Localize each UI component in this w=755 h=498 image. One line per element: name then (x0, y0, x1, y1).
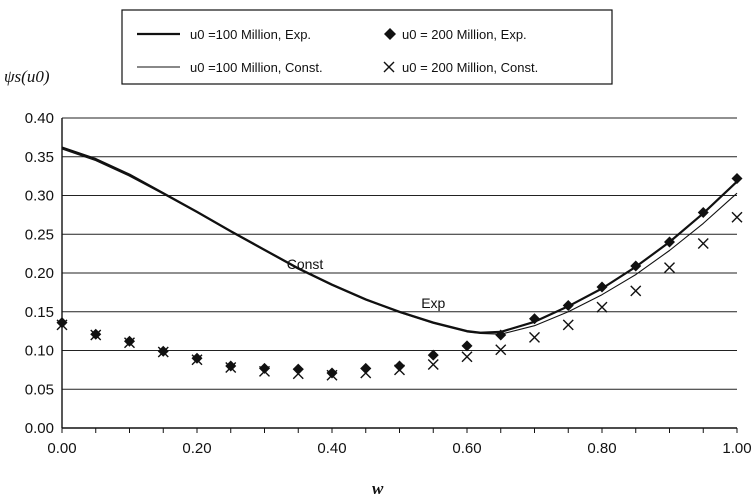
diamond-point (427, 349, 439, 361)
y-tick-label: 0.40 (25, 110, 54, 127)
diamond-point (562, 300, 574, 312)
y-tick-label: 0.25 (25, 226, 54, 243)
y-tick-label: 0.20 (25, 265, 54, 282)
diamond-point (225, 360, 237, 372)
x-point (630, 285, 642, 297)
x-tick-label: 1.00 (722, 440, 751, 457)
legend-label-const-200: u0 = 200 Million, Const. (402, 60, 538, 75)
legend-label-exp-100: u0 =100 Million, Exp. (190, 27, 311, 42)
x-point (292, 368, 304, 380)
x-point (596, 301, 608, 313)
y-tick-label: 0.30 (25, 188, 54, 205)
diamond-point (124, 335, 135, 347)
annotation-label: Exp (421, 295, 445, 311)
x-tick-label: 0.20 (182, 440, 211, 457)
x-point (326, 369, 338, 381)
legend: u0 =100 Million, Exp. u0 =100 Million, C… (121, 9, 613, 85)
x-point (495, 344, 507, 356)
x-tick-label: 0.00 (47, 440, 76, 457)
legend-diamond-marker (384, 28, 396, 40)
x-point (56, 319, 68, 331)
y-tick-label: 0.10 (25, 343, 54, 360)
x-point (562, 319, 574, 331)
diamond-point (529, 313, 540, 325)
x-point (157, 346, 169, 358)
diamond-point (326, 367, 338, 379)
x-point (697, 238, 709, 250)
x-point (191, 354, 203, 366)
x-tick-label: 0.80 (587, 440, 616, 457)
diamond-point (191, 352, 203, 364)
x-tick-label: 0.60 (452, 440, 481, 457)
diamond-point (630, 260, 642, 272)
x-point (225, 362, 237, 374)
legend-label-const-100: u0 =100 Million, Const. (190, 60, 323, 75)
x-point (664, 262, 675, 274)
diamond-point (697, 207, 709, 219)
x-point (394, 364, 405, 376)
x-point (731, 211, 743, 223)
diamond-point (596, 281, 608, 293)
x-point (427, 358, 439, 370)
series-line-1 (61, 148, 738, 335)
x-point (529, 331, 540, 343)
y-axis-label: ψs(u0) (4, 67, 50, 86)
x-point (124, 337, 135, 349)
plot-area: 0.00 0.05 0.10 0.15 0.20 0.25 0.30 0.35 0.40 0.00… (25, 110, 752, 457)
legend-label-exp-200: u0 = 200 Million, Exp. (402, 27, 527, 42)
diamond-point (461, 340, 473, 352)
diamond-point (259, 362, 270, 374)
x-point (259, 365, 270, 377)
y-tick-label: 0.35 (25, 149, 54, 166)
x-axis-label: w (372, 479, 384, 498)
x-point (360, 367, 372, 379)
legend-box (121, 9, 613, 85)
x-point (461, 351, 473, 363)
diamond-point (56, 317, 68, 329)
legend-x-marker (383, 61, 395, 73)
y-tick-label: 0.00 (25, 420, 54, 437)
y-tick-label: 0.15 (25, 304, 54, 321)
series-line-0 (61, 146, 738, 334)
diamond-point (731, 172, 743, 184)
diamond-point (664, 236, 675, 248)
x-tick-label: 0.40 (317, 440, 346, 457)
diamond-point (394, 360, 405, 372)
y-tick-label: 0.05 (25, 381, 54, 398)
annotation-label: Const (287, 256, 324, 272)
diamond-point (495, 329, 507, 341)
x-point (90, 329, 102, 341)
